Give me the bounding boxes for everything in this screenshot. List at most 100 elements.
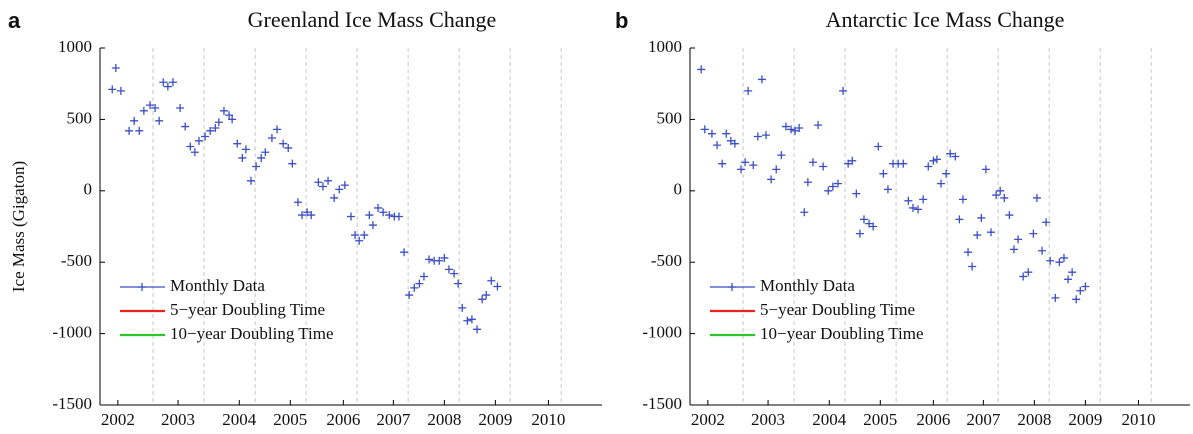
chart-title: Greenland Ice Mass Change — [248, 7, 497, 32]
data-marker — [932, 155, 941, 164]
data-marker — [744, 86, 753, 95]
x-tick-label: 2005 — [273, 410, 307, 429]
data-marker — [444, 265, 453, 274]
data-marker — [996, 186, 1005, 195]
data-marker — [487, 276, 496, 285]
data-marker — [303, 208, 312, 217]
legend-label: 5−year Doubling Time — [170, 300, 325, 319]
data-marker — [1068, 268, 1077, 277]
data-marker — [824, 186, 833, 195]
data-marker — [186, 142, 195, 151]
y-tick-label: -500 — [61, 251, 92, 270]
data-marker — [478, 295, 487, 304]
data-marker — [419, 272, 428, 281]
data-marker — [781, 122, 790, 131]
data-marker — [360, 231, 369, 240]
data-marker — [159, 78, 168, 87]
data-marker — [1009, 245, 1018, 254]
data-marker — [795, 123, 804, 132]
data-marker — [1055, 258, 1064, 267]
x-tick-label: 2002 — [101, 410, 135, 429]
data-marker — [314, 178, 323, 187]
y-tick-label: 500 — [657, 108, 683, 127]
data-marker — [288, 159, 297, 168]
data-marker — [125, 126, 134, 135]
y-tick-label: -1500 — [52, 394, 92, 413]
data-marker — [201, 132, 210, 141]
data-marker — [1046, 256, 1055, 265]
data-marker — [757, 75, 766, 84]
y-tick-label: -1500 — [642, 394, 682, 413]
data-marker — [211, 123, 220, 132]
data-marker — [914, 205, 923, 214]
data-marker — [252, 162, 261, 171]
data-marker — [772, 165, 781, 174]
data-marker — [919, 195, 928, 204]
data-marker — [800, 208, 809, 217]
data-marker — [151, 103, 160, 112]
data-marker — [865, 219, 874, 228]
data-marker — [355, 236, 364, 245]
data-marker — [293, 198, 302, 207]
data-marker — [1019, 272, 1028, 281]
data-marker — [374, 203, 383, 212]
data-marker — [951, 152, 960, 161]
data-marker — [1064, 275, 1073, 284]
legend-label: 5−year Doubling Time — [760, 300, 915, 319]
data-marker — [844, 159, 853, 168]
y-tick-label: 500 — [67, 108, 93, 127]
x-tick-label: 2004 — [222, 410, 257, 429]
data-marker — [214, 118, 223, 127]
data-marker — [168, 78, 177, 87]
data-marker — [139, 106, 148, 115]
data-marker — [767, 175, 776, 184]
data-marker — [454, 279, 463, 288]
data-marker — [942, 169, 951, 178]
legend-label: 10−year Doubling Time — [760, 324, 924, 343]
data-marker — [1024, 268, 1033, 277]
data-marker — [992, 191, 1001, 200]
x-tick-label: 2010 — [531, 410, 565, 429]
data-marker — [368, 221, 377, 230]
data-marker — [737, 165, 746, 174]
data-marker — [929, 156, 938, 165]
data-marker — [1081, 282, 1090, 291]
data-marker — [261, 148, 270, 157]
y-axis-label: Ice Mass (Gigaton) — [9, 161, 28, 292]
x-tick-label: 2004 — [812, 410, 847, 429]
data-marker — [808, 158, 817, 167]
data-marker — [405, 291, 414, 300]
x-tick-label: 2008 — [1017, 410, 1051, 429]
data-marker — [273, 125, 282, 134]
data-marker — [379, 208, 388, 217]
data-marker — [833, 179, 842, 188]
data-marker — [1032, 193, 1041, 202]
data-marker — [400, 248, 409, 257]
data-marker — [145, 101, 154, 110]
data-marker — [787, 125, 796, 134]
data-marker — [859, 215, 868, 224]
data-marker — [340, 181, 349, 190]
x-tick-label: 2009 — [1068, 410, 1102, 429]
data-marker — [335, 185, 344, 194]
data-marker — [1029, 229, 1038, 238]
data-marker — [981, 165, 990, 174]
data-marker — [753, 132, 762, 141]
data-marker — [111, 63, 120, 72]
data-marker — [904, 196, 913, 205]
legend-label: 10−year Doubling Time — [170, 324, 334, 343]
legend-label: Monthly Data — [170, 276, 265, 295]
data-marker — [883, 185, 892, 194]
data-marker — [1076, 286, 1085, 295]
data-marker — [908, 203, 917, 212]
legend-marker — [138, 283, 146, 291]
data-marker — [848, 156, 857, 165]
data-marker — [762, 131, 771, 140]
x-tick-label: 2010 — [1121, 410, 1155, 429]
y-tick-label: 0 — [84, 180, 93, 199]
data-marker — [307, 211, 316, 220]
data-marker — [267, 133, 276, 142]
data-marker — [814, 121, 823, 130]
data-marker — [163, 82, 172, 91]
